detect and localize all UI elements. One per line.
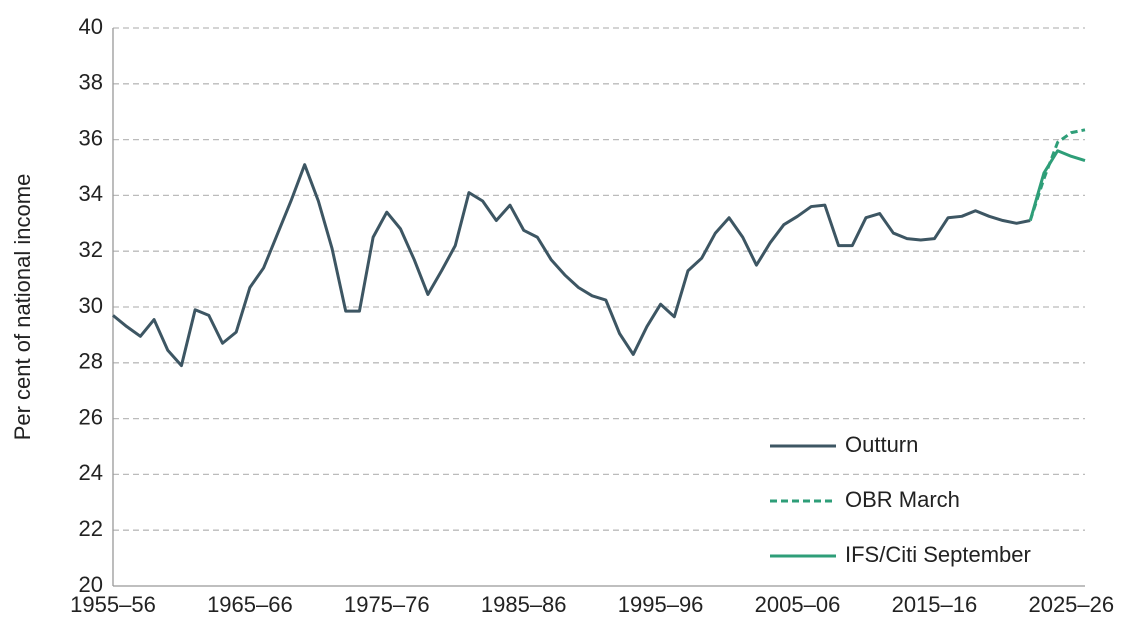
y-tick-label: 34 bbox=[79, 181, 103, 206]
legend-label: Outturn bbox=[845, 432, 918, 457]
series-line bbox=[112, 163, 1031, 368]
y-tick-label: 22 bbox=[79, 516, 103, 541]
y-axis-label: Per cent of national income bbox=[10, 174, 35, 441]
y-tick-label: 26 bbox=[79, 404, 103, 429]
x-tick-label: 1995–96 bbox=[618, 592, 704, 617]
x-tick-label: 1955–56 bbox=[70, 592, 156, 617]
x-tick-label: 2005–06 bbox=[755, 592, 841, 617]
y-tick-label: 38 bbox=[79, 70, 103, 95]
x-tick-label: 1965–66 bbox=[207, 592, 293, 617]
series-line bbox=[1028, 149, 1086, 221]
x-tick-label: 1975–76 bbox=[344, 592, 430, 617]
y-tick-label: 40 bbox=[79, 14, 103, 39]
series-line bbox=[1028, 128, 1086, 221]
legend-label: IFS/Citi September bbox=[845, 542, 1031, 567]
y-tick-label: 20 bbox=[79, 572, 103, 597]
x-tick-label: 2025–26 bbox=[1028, 592, 1114, 617]
y-tick-label: 28 bbox=[79, 349, 103, 374]
x-tick-label: 2015–16 bbox=[892, 592, 978, 617]
legend-label: OBR March bbox=[845, 487, 960, 512]
x-tick-label: 1985–86 bbox=[481, 592, 567, 617]
y-tick-label: 32 bbox=[79, 237, 103, 262]
y-tick-label: 30 bbox=[79, 293, 103, 318]
y-tick-label: 36 bbox=[79, 125, 103, 150]
y-tick-label: 24 bbox=[79, 460, 103, 485]
